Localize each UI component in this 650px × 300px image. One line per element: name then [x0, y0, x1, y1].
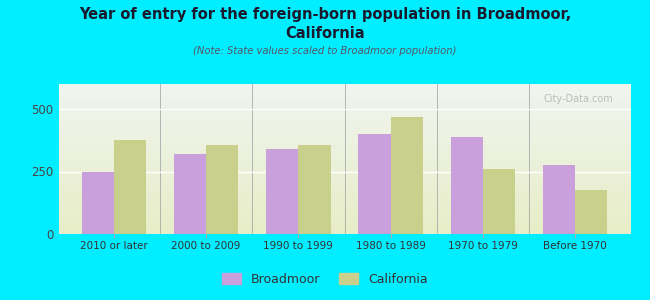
Bar — [266, 149, 298, 234]
Bar — [81, 172, 114, 234]
Bar — [391, 116, 423, 234]
Text: California: California — [285, 26, 365, 40]
Text: Year of entry for the foreign-born population in Broadmoor,: Year of entry for the foreign-born popul… — [79, 8, 571, 22]
Text: (Note: State values scaled to Broadmoor population): (Note: State values scaled to Broadmoor … — [193, 46, 457, 56]
Bar — [298, 145, 331, 234]
Legend: Broadmoor, California: Broadmoor, California — [217, 268, 433, 291]
Bar — [174, 154, 206, 234]
Bar — [450, 136, 483, 234]
Bar — [543, 165, 575, 234]
Bar — [483, 169, 515, 234]
Bar — [114, 140, 146, 234]
Text: City-Data.com: City-Data.com — [543, 94, 614, 104]
Bar — [575, 190, 608, 234]
Bar — [206, 145, 239, 234]
Bar — [358, 134, 391, 234]
